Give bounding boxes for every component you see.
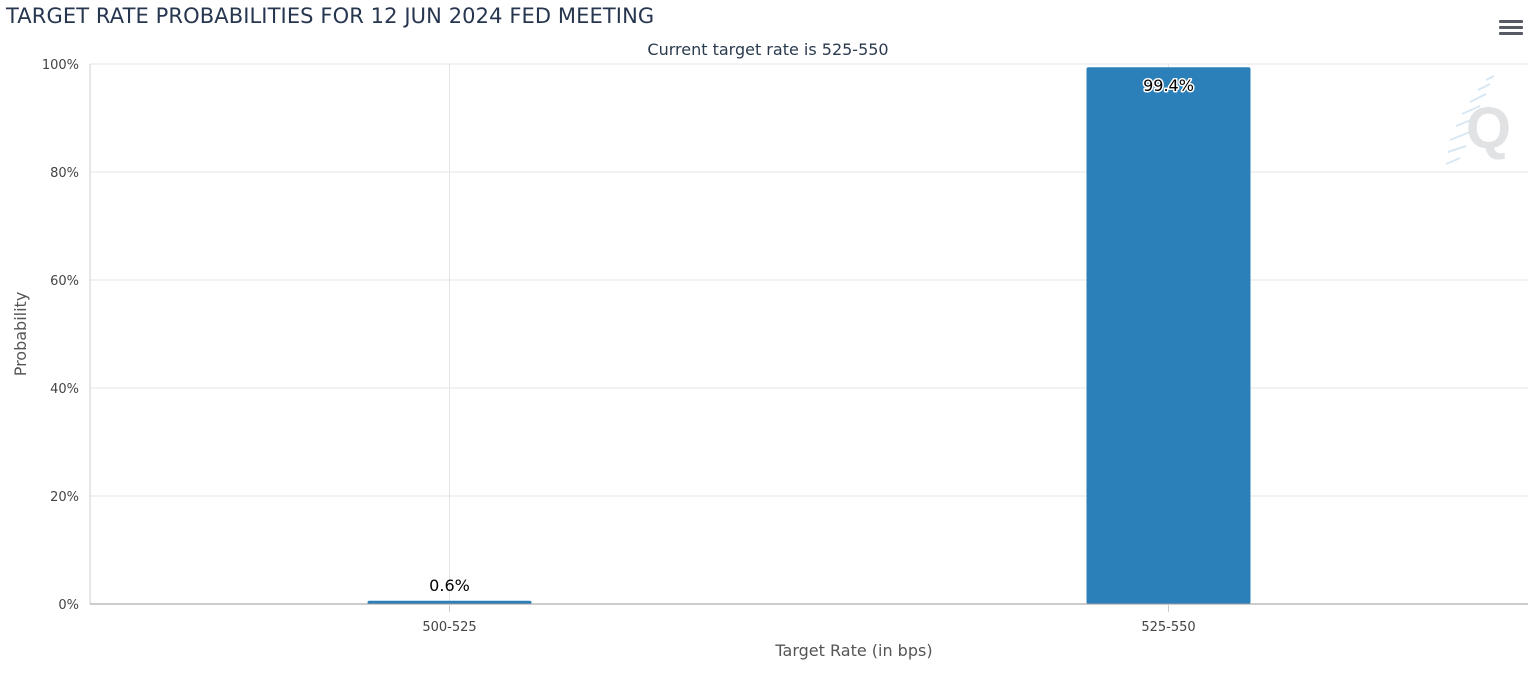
chart-subtitle: Current target rate is 525-550 <box>647 40 889 59</box>
bars <box>367 67 1251 605</box>
chart-title: TARGET RATE PROBABILITIES FOR 12 JUN 202… <box>6 4 655 28</box>
y-tick-label: 100% <box>42 58 79 73</box>
data-label: 0.6% <box>429 576 470 595</box>
bar-500-525 <box>367 600 532 604</box>
labels: 0% 20% 40% 60% 80% 100% 500-525 525-550 0.6% 99.4… <box>11 58 1196 660</box>
data-label: 99.4% <box>1143 76 1194 95</box>
bar-525-550 <box>1086 67 1251 605</box>
y-tick-label: 60% <box>50 274 79 289</box>
x-axis-title: Target Rate (in bps) <box>774 641 932 660</box>
hamburger-menu-icon[interactable] <box>1497 18 1525 40</box>
svg-text:Q: Q <box>1466 96 1511 161</box>
y-tick-label: 40% <box>50 382 79 397</box>
axes <box>89 64 1528 612</box>
x-tick-label: 500-525 <box>422 620 476 635</box>
q-logo-icon: Q <box>1445 75 1511 165</box>
y-tick-label: 20% <box>50 490 79 505</box>
y-tick-label: 80% <box>50 166 79 181</box>
y-axis-title: Probability <box>11 292 30 377</box>
x-tick-label: 525-550 <box>1141 620 1195 635</box>
grid-lines <box>90 63 1528 604</box>
y-tick-label: 0% <box>58 598 79 613</box>
